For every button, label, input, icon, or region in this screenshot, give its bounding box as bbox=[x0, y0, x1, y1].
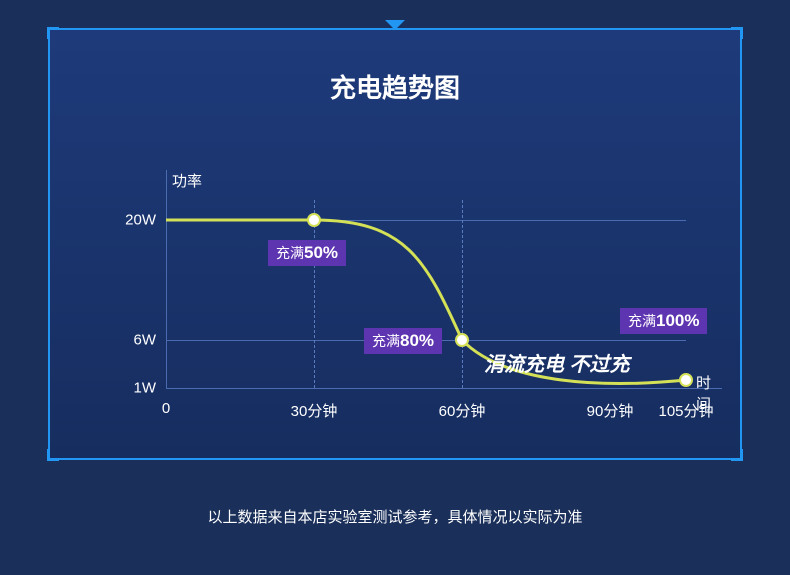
x-tick-label: 0 bbox=[162, 400, 170, 417]
charge-badge: 充满50% bbox=[268, 240, 346, 266]
x-tick-label: 30分钟 bbox=[291, 400, 338, 421]
corner-decoration bbox=[47, 27, 59, 39]
corner-decoration bbox=[47, 449, 59, 461]
data-point bbox=[308, 214, 320, 226]
data-point bbox=[456, 334, 468, 346]
y-tick-label: 6W bbox=[134, 332, 157, 349]
x-tick-label: 90分钟 bbox=[587, 400, 634, 421]
chart-title: 充电趋势图 bbox=[50, 68, 740, 105]
charge-badge: 充满100% bbox=[620, 308, 707, 334]
trickle-annotation: 涓流充电 不过充 bbox=[484, 348, 630, 377]
notch-decoration bbox=[385, 20, 405, 30]
gridline bbox=[166, 388, 686, 389]
charge-badge: 充满80% bbox=[364, 328, 442, 354]
footnote: 以上数据来自本店实验室测试参考，具体情况以实际为准 bbox=[0, 506, 790, 527]
chart-area: 20W6W1W 030分钟60分钟90分钟105分钟 功率 时间 充满50%充满… bbox=[166, 200, 686, 388]
y-tick-label: 1W bbox=[134, 380, 157, 397]
x-tick-label: 60分钟 bbox=[439, 400, 486, 421]
chart-frame: 充电趋势图 20W6W1W 030分钟60分钟90分钟105分钟 功率 时间 充… bbox=[48, 28, 742, 460]
y-axis-title: 功率 bbox=[172, 170, 202, 191]
y-tick-label: 20W bbox=[125, 212, 156, 229]
corner-decoration bbox=[731, 27, 743, 39]
data-point bbox=[680, 374, 692, 386]
x-axis-title: 时间 bbox=[696, 372, 711, 414]
corner-decoration bbox=[731, 449, 743, 461]
